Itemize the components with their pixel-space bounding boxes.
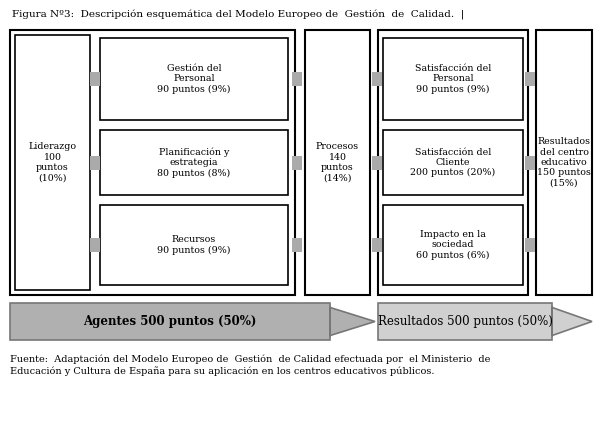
Bar xyxy=(15,35,90,290)
Polygon shape xyxy=(378,303,592,340)
Bar xyxy=(10,30,295,295)
Bar xyxy=(90,72,100,86)
Bar xyxy=(378,30,528,295)
Text: Impacto en la
sociedad
60 puntos (6%): Impacto en la sociedad 60 puntos (6%) xyxy=(416,230,490,260)
Text: Figura Nº3:  Descripción esquemática del Modelo Europeo de  Gestión  de  Calidad: Figura Nº3: Descripción esquemática del … xyxy=(12,10,464,20)
Bar xyxy=(100,205,288,285)
Text: Resultados 500 puntos (50%): Resultados 500 puntos (50%) xyxy=(377,315,553,328)
Bar xyxy=(292,72,302,86)
Bar xyxy=(90,155,100,170)
Bar xyxy=(383,130,523,195)
Text: Planificación y
estrategia
80 puntos (8%): Planificación y estrategia 80 puntos (8%… xyxy=(157,147,230,178)
Bar xyxy=(371,238,382,252)
Bar xyxy=(371,155,382,170)
Bar xyxy=(100,38,288,120)
Bar xyxy=(536,30,592,295)
Text: Gestión del
Personal
90 puntos (9%): Gestión del Personal 90 puntos (9%) xyxy=(157,64,231,94)
Text: Resultados
del centro
educativo
150 puntos
(15%): Resultados del centro educativo 150 punt… xyxy=(537,137,591,188)
Text: Recursos
90 puntos (9%): Recursos 90 puntos (9%) xyxy=(157,235,231,255)
Text: Liderazgo
100
puntos
(10%): Liderazgo 100 puntos (10%) xyxy=(28,142,77,183)
Text: Procesos
140
puntos
(14%): Procesos 140 puntos (14%) xyxy=(316,142,359,183)
Text: Satisfacción del
Cliente
200 puntos (20%): Satisfacción del Cliente 200 puntos (20%… xyxy=(410,147,496,178)
Bar xyxy=(305,30,370,295)
Polygon shape xyxy=(10,303,375,340)
Bar xyxy=(100,130,288,195)
Text: Satisfacción del
Personal
90 puntos (9%): Satisfacción del Personal 90 puntos (9%) xyxy=(415,64,491,94)
Bar xyxy=(292,155,302,170)
Text: Agentes 500 puntos (50%): Agentes 500 puntos (50%) xyxy=(83,315,257,328)
Bar xyxy=(383,38,523,120)
Bar xyxy=(90,238,100,252)
Text: Fuente:  Adaptación del Modelo Europeo de  Gestión  de Calidad efectuada por  el: Fuente: Adaptación del Modelo Europeo de… xyxy=(10,355,490,376)
Bar xyxy=(383,205,523,285)
Bar xyxy=(292,238,302,252)
Bar xyxy=(524,238,535,252)
Bar xyxy=(524,155,535,170)
Bar xyxy=(371,72,382,86)
Bar xyxy=(524,72,535,86)
